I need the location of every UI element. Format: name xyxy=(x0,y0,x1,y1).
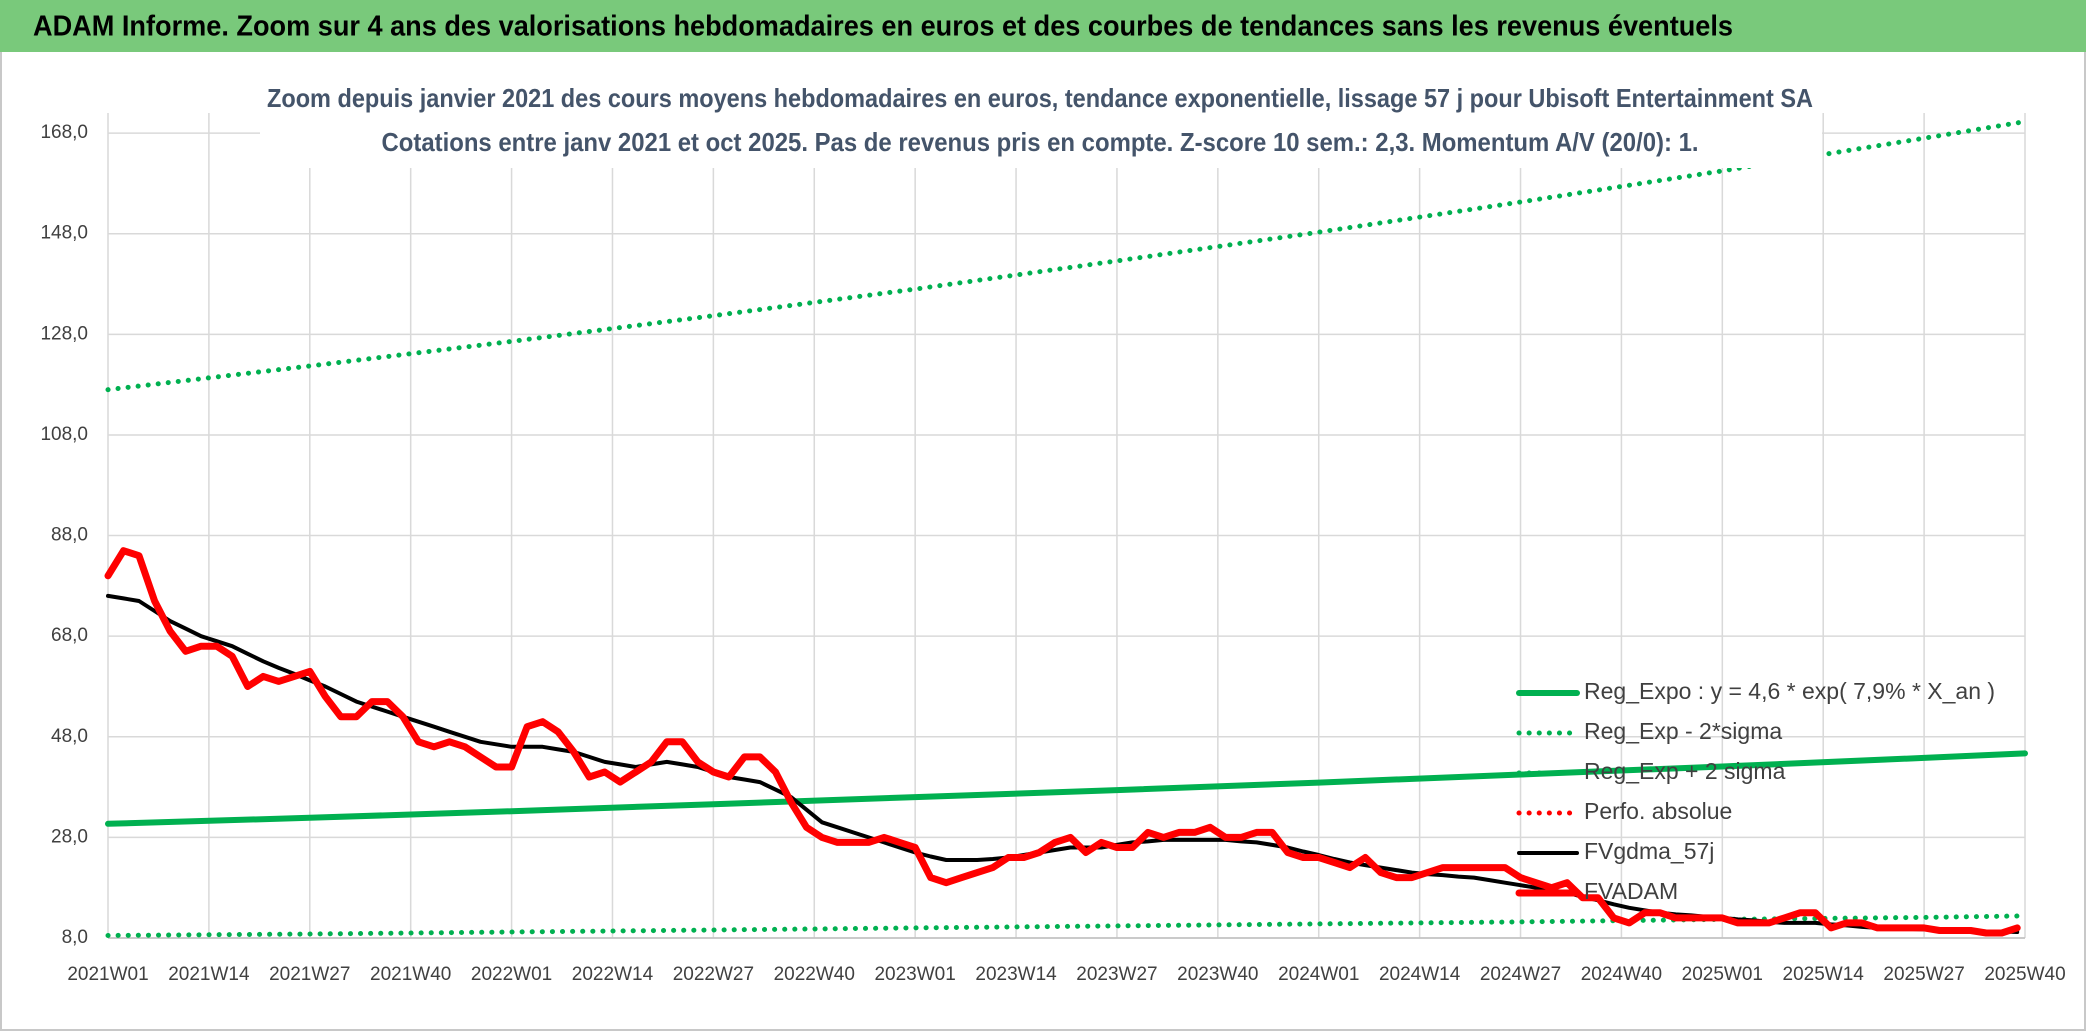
series-line xyxy=(104,547,2021,937)
legend-label: FVgdma_57j xyxy=(1584,838,1714,864)
x-tick-label: 2021W14 xyxy=(168,964,250,985)
series-line xyxy=(105,913,2028,938)
x-tick-label: 2023W27 xyxy=(1076,964,1157,985)
series-line xyxy=(105,750,2028,827)
x-tick-label: 2025W27 xyxy=(1883,964,1964,985)
x-tick-label: 2022W27 xyxy=(673,964,754,985)
chart: 8,0 28,0 48,0 68,0 88,0 108,0 128,0 148,0 168,0 2… xyxy=(40,78,2066,985)
header-bar xyxy=(0,0,2086,52)
y-tick-label: 68,0 xyxy=(51,625,88,646)
x-tick-label: 2023W40 xyxy=(1177,964,1258,985)
chart-title: Zoom depuis janvier 2021 des cours moyen… xyxy=(267,83,1813,113)
x-tick-label: 2025W14 xyxy=(1783,964,1865,985)
x-tick-label: 2024W40 xyxy=(1581,964,1662,985)
y-tick-label: 148,0 xyxy=(40,223,88,244)
x-tick-label: 2024W14 xyxy=(1379,964,1461,985)
x-tick-label: 2024W27 xyxy=(1480,964,1561,985)
y-tick-label: 108,0 xyxy=(40,424,88,445)
y-tick-label: 128,0 xyxy=(40,323,88,344)
x-tick-label: 2022W40 xyxy=(774,964,855,985)
legend-label: Reg_Exp - 2*sigma xyxy=(1584,718,1782,744)
legend-label: Perfo. absolue xyxy=(1584,798,1732,824)
y-tick-label: 8,0 xyxy=(62,927,88,948)
y-tick-label: 28,0 xyxy=(51,826,88,847)
y-tick-label: 48,0 xyxy=(51,726,88,747)
legend-label: Reg_Exp + 2 sigma xyxy=(1584,758,1786,784)
x-tick-label: 2022W14 xyxy=(572,964,654,985)
x-tick-label: 2025W40 xyxy=(1984,964,2065,985)
x-tick-label: 2022W01 xyxy=(471,964,552,985)
legend-label: FVADAM xyxy=(1584,878,1678,904)
chart-subtitle: Cotations entre janv 2021 et oct 2025. P… xyxy=(382,127,1699,157)
legend-label: Reg_Expo : y = 4,6 * exp( 7,9% * X_an ) xyxy=(1584,678,1995,704)
x-tick-label: 2025W01 xyxy=(1682,964,1763,985)
x-tick-label: 2023W14 xyxy=(975,964,1057,985)
y-tick-label: 88,0 xyxy=(51,525,88,546)
header-title: ADAM Informe. Zoom sur 4 ans des valoris… xyxy=(33,11,1733,43)
x-tick-label: 2024W01 xyxy=(1278,964,1359,985)
x-tick-label: 2021W40 xyxy=(370,964,451,985)
title-background xyxy=(260,78,1822,168)
x-tick-label: 2021W27 xyxy=(269,964,350,985)
x-tick-label: 2021W01 xyxy=(67,964,148,985)
x-tick-label: 2023W01 xyxy=(874,964,955,985)
y-tick-label: 168,0 xyxy=(40,122,88,143)
